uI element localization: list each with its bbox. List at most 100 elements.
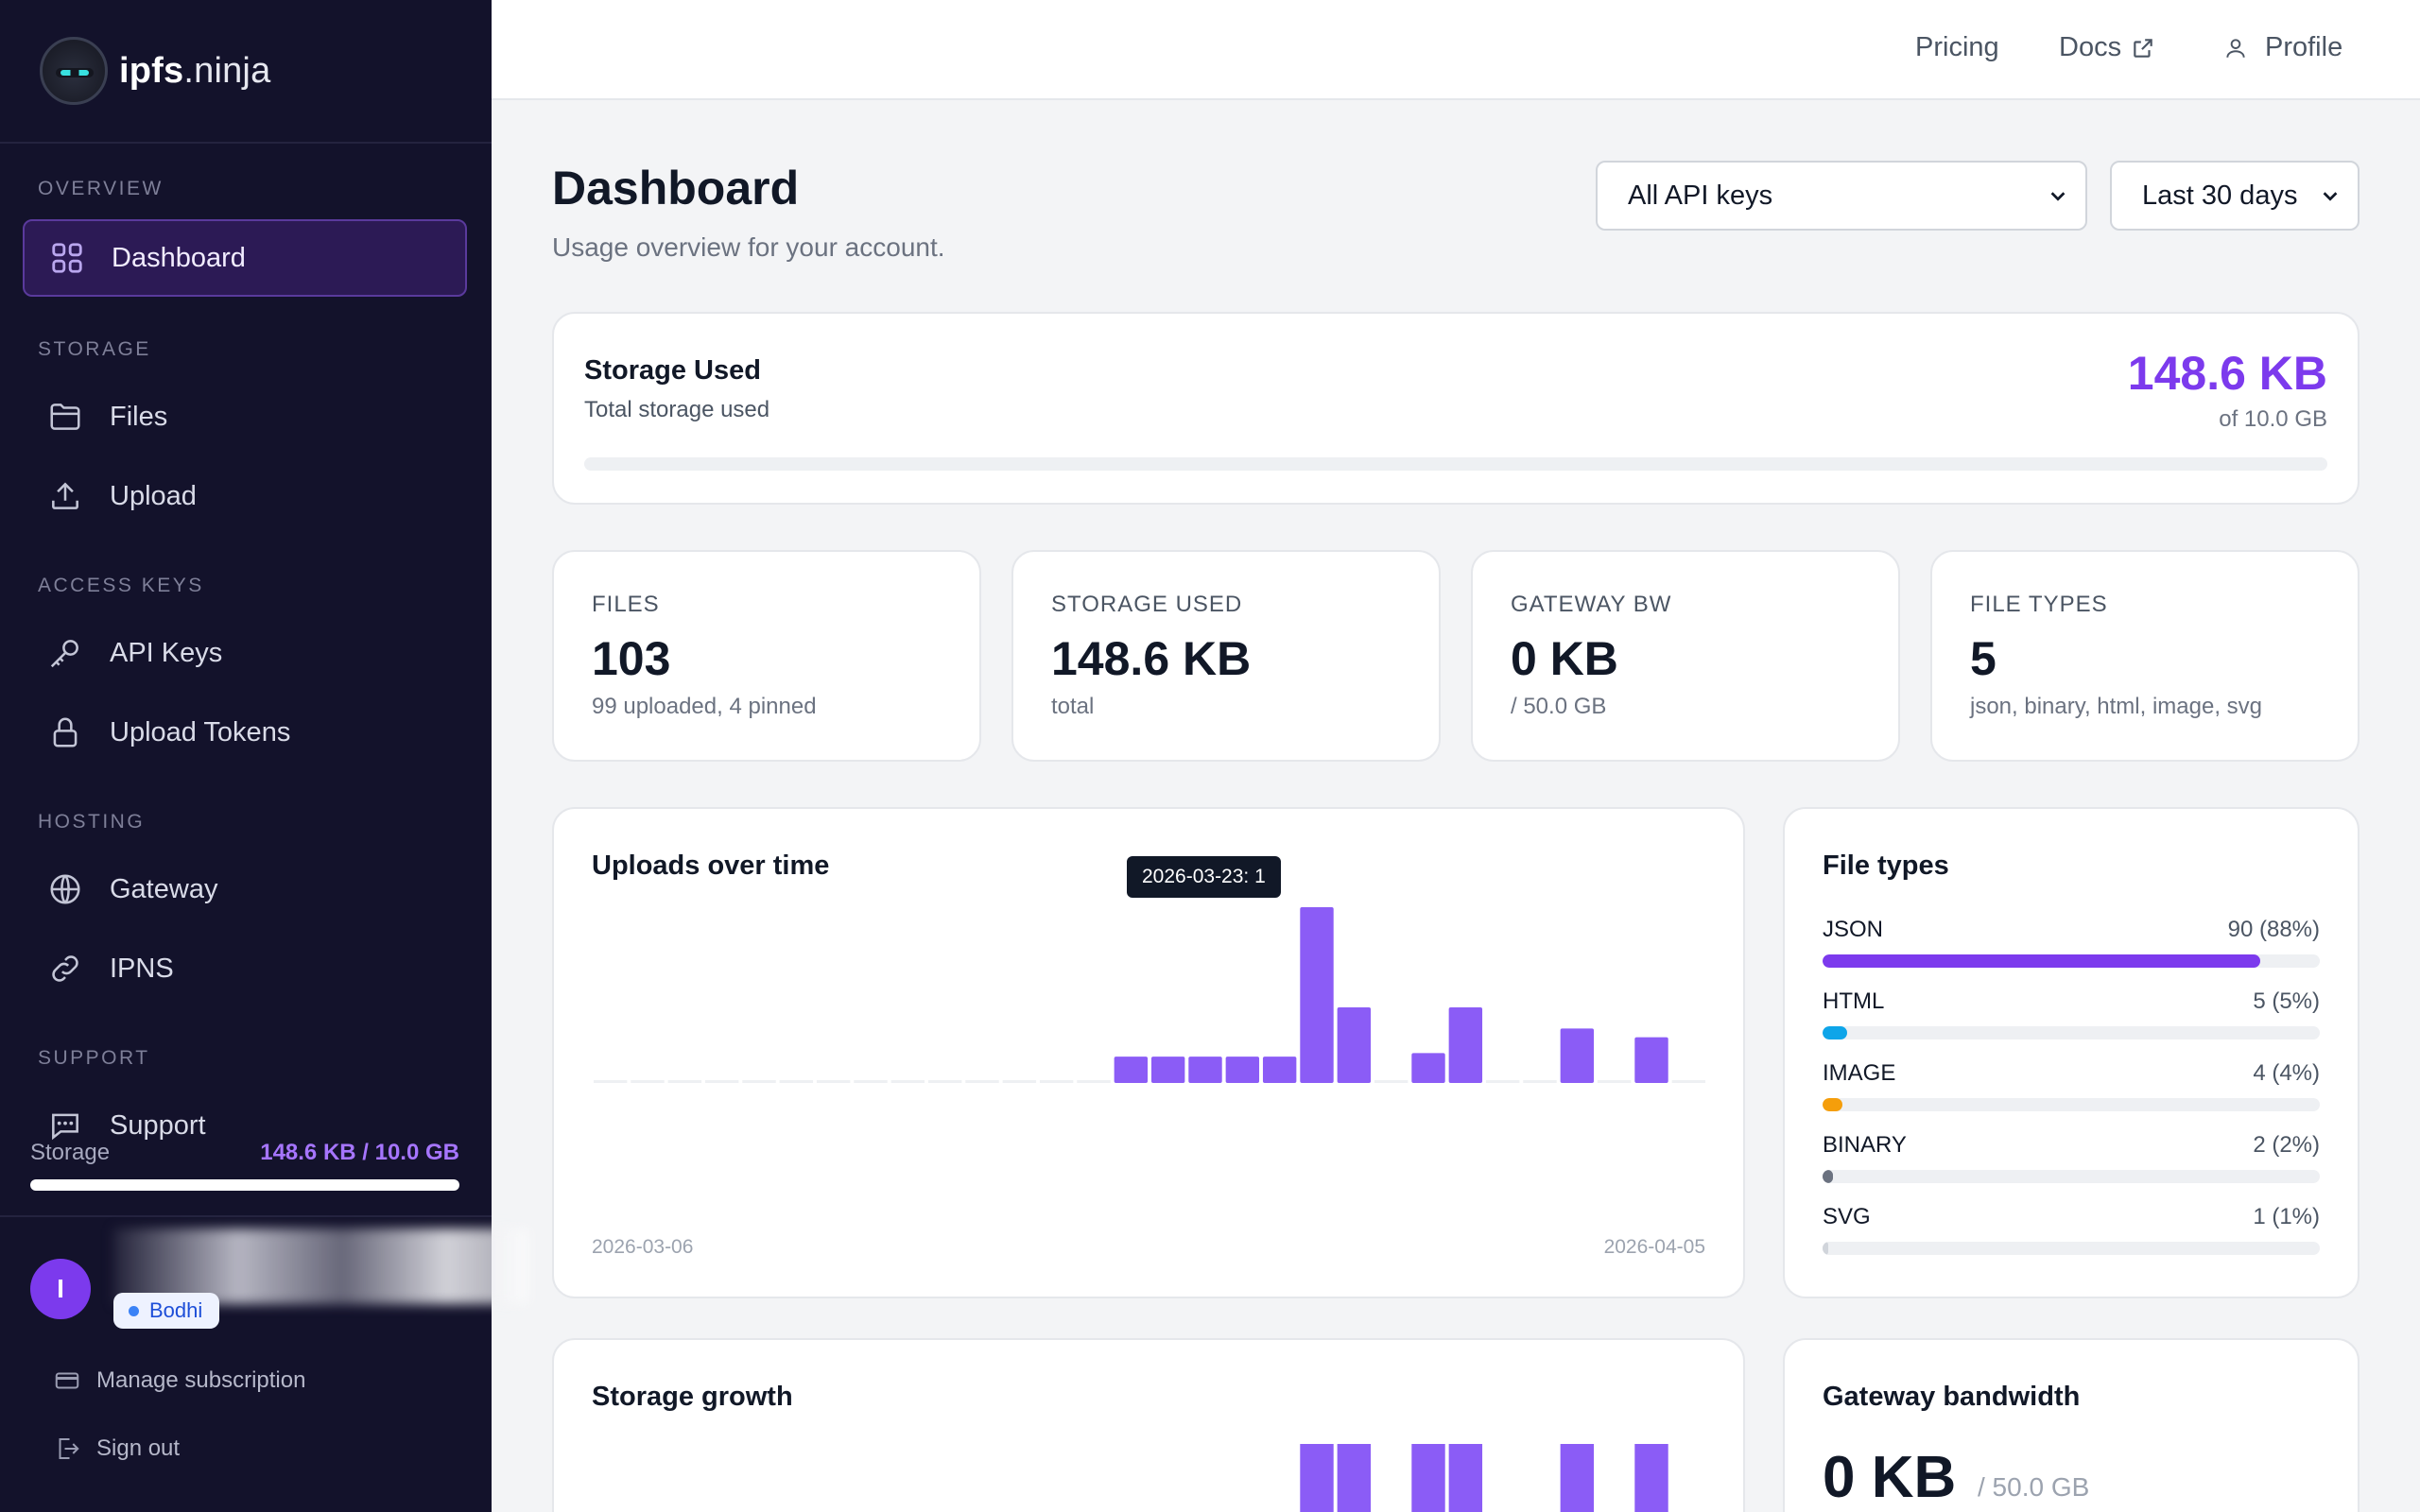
chart-bar-empty <box>1374 1080 1409 1083</box>
chart-bar[interactable] <box>1262 1057 1297 1083</box>
storage-used-progress <box>584 457 2327 471</box>
file-type-track <box>1823 1098 2320 1111</box>
file-type-fill <box>1823 954 2260 968</box>
api-key-select[interactable]: All API keys <box>1596 161 2087 231</box>
chart-bar[interactable] <box>1560 1444 1595 1512</box>
chart-bar-empty <box>593 1080 628 1083</box>
sidebar-item-label: IPNS <box>110 953 174 984</box>
file-type-count: 2 (2%) <box>2253 1132 2320 1158</box>
brand-name: ipfs.ninja <box>119 50 271 91</box>
chart-bar-empty <box>1597 1080 1632 1083</box>
storage-growth-bar-chart[interactable] <box>592 1444 1707 1512</box>
file-type-fill <box>1823 1242 1829 1255</box>
file-types-card: File types JSON 90 (88%) HTML 5 (5%) IMAGE… <box>1783 807 2360 1298</box>
uploads-chart-card: Uploads over time 2026-03-23: 1 2026-03-… <box>552 807 1745 1298</box>
external-link-icon <box>2134 38 2152 58</box>
chart-bar-empty <box>1077 1080 1111 1083</box>
docs-label: Docs <box>2059 32 2122 62</box>
stat-label: STORAGE USED <box>1051 592 1243 617</box>
profile-link[interactable]: Profile <box>2223 32 2342 63</box>
chart-bar[interactable] <box>1634 1444 1668 1512</box>
file-type-name: IMAGE <box>1823 1060 1896 1086</box>
file-type-count: 1 (1%) <box>2253 1204 2320 1229</box>
file-type-fill <box>1823 1098 1843 1111</box>
chat-icon <box>52 1113 78 1141</box>
gateway-bandwidth-value: 0 KB <box>1823 1445 1957 1510</box>
sidebar-storage-meter: Storage 148.6 KB / 10.0 GB <box>30 1140 459 1191</box>
upload-icon <box>52 482 78 509</box>
sidebar-item-files[interactable]: Files <box>23 378 467 455</box>
storage-used-card: Storage Used Total storage used 148.6 KB… <box>552 312 2360 505</box>
chart-bar-empty <box>1671 1080 1706 1083</box>
chart-bar[interactable] <box>1448 1007 1483 1083</box>
credit-card-icon <box>55 1372 79 1389</box>
chart-bar-empty <box>704 1080 739 1083</box>
storage-meter-label: Storage <box>30 1140 111 1165</box>
sidebar-item-ipns[interactable]: IPNS <box>23 930 467 1007</box>
chart-bar[interactable] <box>1300 907 1334 1083</box>
file-type-count: 4 (4%) <box>2253 1060 2320 1086</box>
file-type-track <box>1823 1026 2320 1040</box>
chart-bar-empty <box>927 1080 962 1083</box>
date-range-select[interactable]: Last 30 days <box>2110 161 2360 231</box>
pricing-link[interactable]: Pricing <box>1915 32 1999 63</box>
chart-bar[interactable] <box>1114 1057 1149 1083</box>
page-subtitle: Usage overview for your account. <box>552 232 945 262</box>
chart-bar-empty <box>816 1080 851 1083</box>
chart-bar[interactable] <box>1411 1053 1445 1083</box>
grid-icon <box>52 243 82 273</box>
stat-sub: total <box>1051 694 1095 719</box>
file-type-name: HTML <box>1823 988 1885 1014</box>
sidebar-item-label: Gateway <box>110 873 218 904</box>
sidebar-item-support[interactable]: Support <box>23 1087 467 1164</box>
sidebar-item-gateway[interactable]: Gateway <box>23 850 467 928</box>
file-type-count: 5 (5%) <box>2253 988 2320 1014</box>
manage-subscription-link[interactable]: Manage subscription <box>53 1366 305 1395</box>
sidebar-item-dashboard[interactable]: Dashboard <box>23 219 467 297</box>
lock-icon <box>53 717 78 747</box>
stat-sub: / 50.0 GB <box>1511 694 1607 719</box>
chart-bar[interactable] <box>1634 1037 1668 1083</box>
sidebar-item-upload-tokens[interactable]: Upload Tokens <box>23 694 467 771</box>
section-label-hosting: HOSTING <box>38 811 146 833</box>
chart-bar-empty <box>854 1080 888 1083</box>
file-type-track <box>1823 1242 2320 1255</box>
stat-card-storage: STORAGE USED 148.6 KB total <box>1011 550 1441 762</box>
sidebar-divider <box>0 1215 492 1217</box>
stat-label: FILE TYPES <box>1970 592 2108 617</box>
link-icon <box>52 955 78 982</box>
avatar[interactable]: I <box>30 1259 91 1319</box>
stat-sub: 99 uploaded, 4 pinned <box>592 694 817 719</box>
stat-value: 148.6 KB <box>1051 632 1252 685</box>
stat-label: GATEWAY BW <box>1511 592 1672 617</box>
chart-bar[interactable] <box>1150 1057 1185 1083</box>
sidebar-item-upload[interactable]: Upload <box>23 457 467 535</box>
section-label-storage: STORAGE <box>38 338 151 360</box>
chart-bar[interactable] <box>1560 1028 1595 1083</box>
storage-growth-title: Storage growth <box>592 1382 793 1412</box>
plan-badge: Bodhi <box>113 1293 220 1329</box>
stat-card-gateway-bw: GATEWAY BW 0 KB / 50.0 GB <box>1471 550 1900 762</box>
uploads-bar-chart[interactable] <box>592 903 1707 1083</box>
user-icon <box>2226 38 2245 58</box>
chart-bar[interactable] <box>1337 1007 1372 1083</box>
sign-out-link[interactable]: Sign out <box>53 1435 180 1463</box>
storage-used-value: 148.6 KB <box>2127 347 2327 400</box>
file-type-fill <box>1823 1026 1848 1040</box>
brand[interactable]: ipfs.ninja <box>0 0 492 144</box>
sidebar-item-api-keys[interactable]: API Keys <box>23 614 467 692</box>
sidebar-item-label: Upload Tokens <box>110 716 291 747</box>
chart-bar[interactable] <box>1448 1444 1483 1512</box>
file-type-row-binary: BINARY 2 (2%) <box>1823 1132 2320 1183</box>
chart-bar[interactable] <box>1300 1444 1334 1512</box>
chart-bar-empty <box>1523 1080 1557 1083</box>
chart-bar[interactable] <box>1225 1057 1260 1083</box>
chart-bar[interactable] <box>1337 1444 1372 1512</box>
file-type-row-image: IMAGE 4 (4%) <box>1823 1060 2320 1111</box>
sidebar-item-label: Dashboard <box>112 242 246 273</box>
chart-bar[interactable] <box>1188 1057 1222 1083</box>
docs-link[interactable]: Docs <box>2059 32 2155 63</box>
ninja-logo-icon <box>40 37 108 105</box>
chart-bar[interactable] <box>1411 1444 1445 1512</box>
chevron-down-icon <box>2323 192 2338 201</box>
